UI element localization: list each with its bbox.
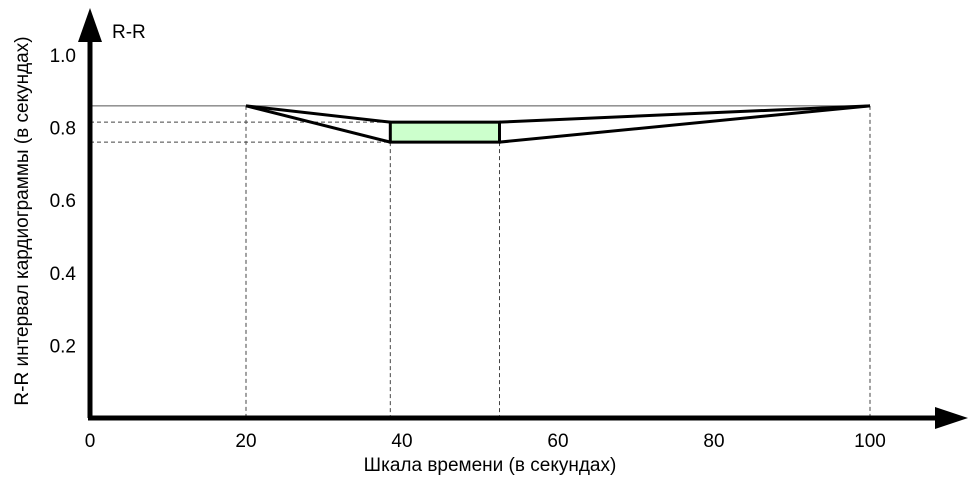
x-axis-label: Шкала времени (в секундах) (364, 455, 617, 476)
y-tick-label-2: 0.6 (50, 191, 76, 212)
y-tick-label-4: 1.0 (50, 46, 76, 67)
y-tick-label-3: 0.8 (50, 119, 76, 140)
x-axis-arrow (935, 407, 968, 429)
y-axis-name: R-R (112, 22, 146, 43)
y-tick-label-0: 0.2 (50, 336, 76, 357)
x-tick-label-4: 80 (703, 431, 724, 452)
y-axis-arrow (78, 8, 102, 42)
series-line-2 (499, 104, 871, 124)
series-lines (245, 104, 871, 144)
x-tick-label-0: 0 (85, 431, 96, 452)
highlight-box-group (388, 120, 501, 144)
reference-lines (90, 105, 871, 418)
series-line-1 (245, 104, 391, 144)
series-line-0 (245, 104, 391, 124)
series-line-3 (499, 104, 871, 144)
y-axis-label: R-R интервал кардиограммы (в секундах) (12, 36, 33, 405)
x-tick-label-5: 100 (854, 431, 886, 452)
x-tick-label-3: 60 (547, 431, 568, 452)
axes (78, 8, 968, 429)
tick-labels: 0 20 40 60 80 100 0.2 0.4 0.6 0.8 1.0 (50, 46, 886, 452)
x-tick-label-2: 40 (391, 431, 412, 452)
y-tick-label-1: 0.4 (50, 264, 77, 285)
highlight-box (388, 120, 501, 144)
x-tick-label-1: 20 (235, 431, 256, 452)
